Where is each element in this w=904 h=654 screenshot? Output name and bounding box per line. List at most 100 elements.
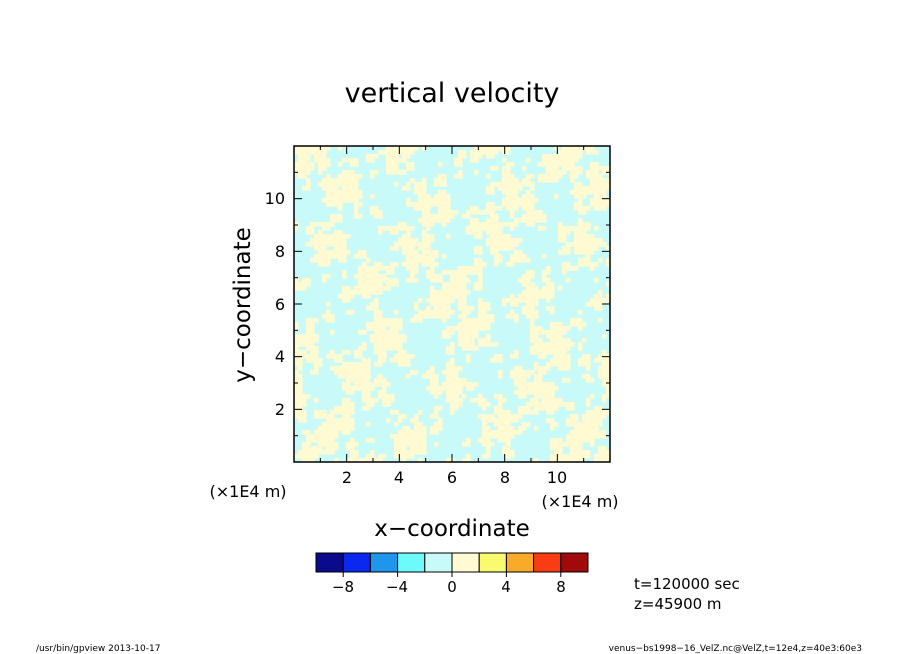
field-cell: [478, 230, 483, 235]
field-cell: [546, 166, 551, 171]
field-cell: [522, 202, 527, 207]
field-cell: [350, 446, 355, 451]
field-cell: [426, 314, 431, 319]
field-cell: [442, 198, 447, 203]
field-cell: [478, 154, 483, 159]
field-cell: [462, 334, 467, 339]
field-cell: [314, 366, 319, 371]
field-cell: [298, 166, 303, 171]
x-axis-label: x−coordinate: [374, 516, 530, 542]
field-cell: [510, 182, 515, 187]
field-cell: [546, 418, 551, 423]
field-cell: [490, 186, 495, 191]
field-cell: [558, 398, 563, 403]
field-cell: [558, 170, 563, 175]
field-cell: [558, 150, 563, 155]
field-cell: [350, 310, 355, 315]
field-cell: [474, 246, 479, 251]
field-cell: [434, 406, 439, 411]
field-cell: [422, 438, 427, 443]
field-cell: [490, 218, 495, 223]
field-cell: [410, 370, 415, 375]
field-cell: [362, 330, 367, 335]
field-cell: [482, 414, 487, 419]
field-cell: [394, 326, 399, 331]
field-cell: [546, 178, 551, 183]
field-cell: [482, 150, 487, 155]
field-cell: [542, 394, 547, 399]
field-cell: [518, 374, 523, 379]
field-cell: [482, 146, 487, 151]
field-cell: [434, 214, 439, 219]
field-cell: [298, 454, 303, 459]
field-cell: [318, 150, 323, 155]
field-cell: [594, 246, 599, 251]
y-tick-label: 2: [275, 400, 285, 419]
field-cell: [454, 378, 459, 383]
field-cell: [398, 326, 403, 331]
field-cell: [422, 250, 427, 255]
field-cell: [326, 430, 331, 435]
field-cell: [478, 278, 483, 283]
field-cell: [582, 434, 587, 439]
field-cell: [502, 170, 507, 175]
field-cell: [322, 254, 327, 259]
field-cell: [366, 270, 371, 275]
field-cell: [602, 414, 607, 419]
field-cell: [514, 250, 519, 255]
field-cell: [434, 394, 439, 399]
field-cell: [350, 294, 355, 299]
field-cell: [294, 358, 299, 363]
field-cell: [402, 458, 407, 462]
field-cell: [514, 390, 519, 395]
field-cell: [362, 458, 367, 462]
field-cell: [350, 170, 355, 175]
field-cell: [566, 342, 571, 347]
field-cell: [434, 390, 439, 395]
field-cell: [446, 366, 451, 371]
field-cell: [474, 206, 479, 211]
field-cell: [310, 322, 315, 327]
field-cell: [542, 342, 547, 347]
field-cell: [554, 442, 559, 447]
field-cell: [582, 454, 587, 459]
field-cell: [438, 298, 443, 303]
field-cell: [446, 334, 451, 339]
field-cell: [554, 330, 559, 335]
field-cell: [422, 246, 427, 251]
field-cell: [418, 314, 423, 319]
field-cell: [298, 382, 303, 387]
field-cell: [338, 426, 343, 431]
field-cell: [326, 182, 331, 187]
field-cell: [522, 378, 527, 383]
field-cell: [318, 438, 323, 443]
field-cell: [298, 366, 303, 371]
field-cell: [378, 266, 383, 271]
field-cell: [426, 202, 431, 207]
field-cell: [306, 338, 311, 343]
field-cell: [570, 458, 575, 462]
field-cell: [566, 378, 571, 383]
field-cell: [430, 254, 435, 259]
field-cell: [546, 154, 551, 159]
field-cell: [446, 194, 451, 199]
field-cell: [398, 350, 403, 355]
field-cell: [486, 210, 491, 215]
field-cell: [306, 326, 311, 331]
field-cell: [458, 158, 463, 163]
field-cell: [330, 350, 335, 355]
field-cell: [430, 222, 435, 227]
field-cell: [390, 146, 395, 151]
colorbar-tick-label: 4: [501, 578, 511, 596]
field-cell: [550, 334, 555, 339]
field-cell: [326, 302, 331, 307]
field-cell: [514, 198, 519, 203]
field-cell: [526, 310, 531, 315]
field-cell: [526, 294, 531, 299]
field-cell: [594, 166, 599, 171]
field-cell: [354, 382, 359, 387]
field-cell: [546, 382, 551, 387]
field-cell: [518, 406, 523, 411]
field-cell: [398, 342, 403, 347]
field-cell: [354, 182, 359, 187]
